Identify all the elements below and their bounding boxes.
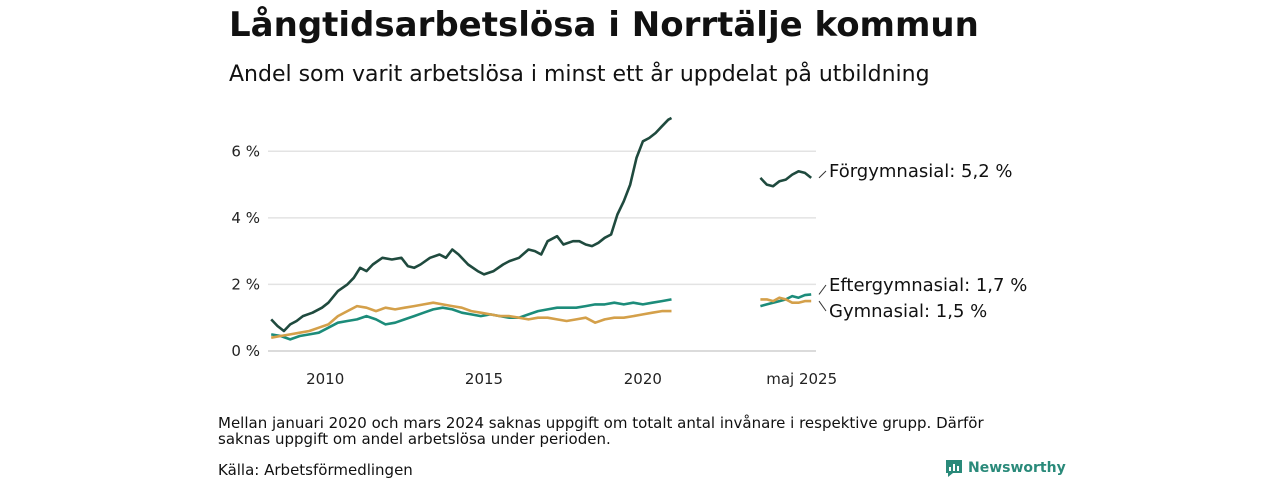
chart-source: Källa: Arbetsförmedlingen [218, 461, 413, 479]
y-axis-ticks: 0 % 2 % 4 % 6 % [231, 142, 260, 360]
series-end-label: Eftergymnasial: 1,7 % [829, 275, 1027, 296]
x-axis-ticks: 2010 2015 2020 maj 2025 [306, 370, 837, 388]
x-tick-label: 2010 [306, 370, 344, 388]
series-end-labels: Förgymnasial: 5,2 % Eftergymnasial: 1,7 %… [818, 161, 1027, 322]
y-tick-label: 0 % [231, 342, 260, 360]
x-tick-label: 2020 [624, 370, 662, 388]
series-end-segment-gymnasial [760, 296, 812, 304]
series-line-gymnasial [270, 301, 672, 339]
leader-line [818, 284, 827, 295]
gridlines [268, 150, 816, 352]
chart-title: Långtidsarbetslösa i Norrtälje kommun [229, 5, 979, 45]
line-chart: 0 % 2 % 4 % 6 % 2010 2015 2020 maj 2025 Förgym… [231, 116, 1027, 388]
newsworthy-brand[interactable]: Newsworthy [945, 458, 1066, 478]
series-lines [270, 116, 813, 341]
leader-line [818, 300, 827, 312]
y-tick-label: 6 % [231, 142, 260, 160]
x-tick-label: 2015 [465, 370, 503, 388]
brand-label: Newsworthy [968, 460, 1066, 476]
newsworthy-logo-icon [946, 460, 962, 477]
x-tick-label: maj 2025 [766, 370, 837, 388]
series-end-label: Gymnasial: 1,5 % [829, 301, 987, 322]
series-end-segment-förgymnasial [759, 170, 813, 188]
y-tick-label: 4 % [231, 209, 260, 227]
series-end-label: Förgymnasial: 5,2 % [829, 161, 1013, 182]
leader-line [818, 170, 827, 179]
chart-note: Mellan januari 2020 och mars 2024 saknas… [218, 414, 984, 448]
y-tick-label: 2 % [231, 275, 260, 293]
series-line-förgymnasial [270, 116, 673, 333]
chart-subtitle: Andel som varit arbetslösa i minst ett å… [229, 62, 930, 87]
series-line-eftergymnasial [270, 298, 672, 341]
